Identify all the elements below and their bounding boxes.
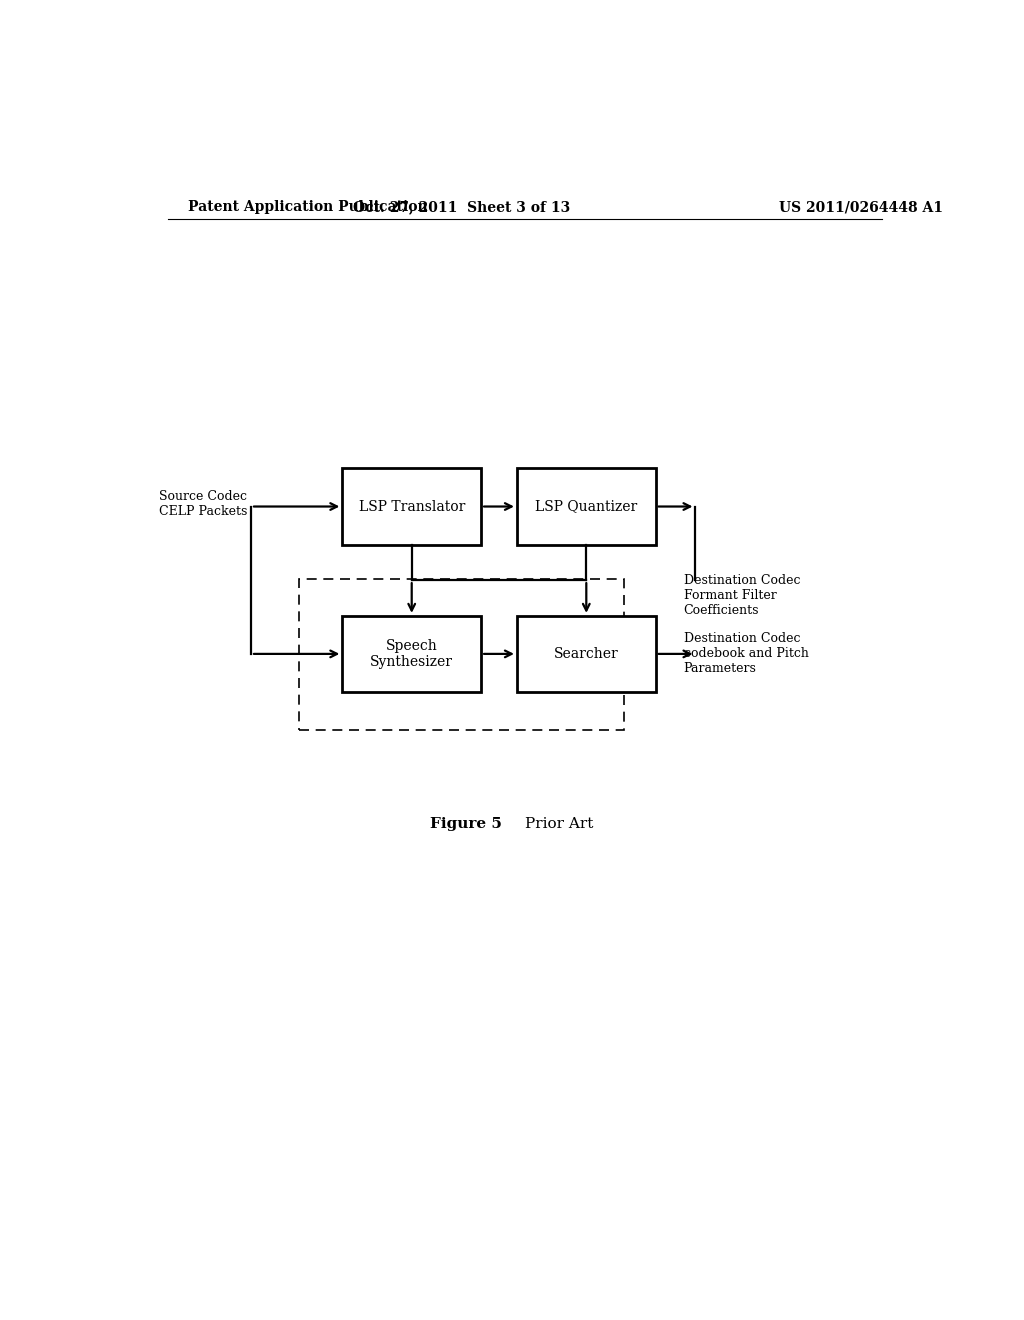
Text: US 2011/0264448 A1: US 2011/0264448 A1 bbox=[778, 201, 943, 214]
Bar bbox=[299, 579, 624, 730]
Text: Destination Codec
codebook and Pitch
Parameters: Destination Codec codebook and Pitch Par… bbox=[684, 632, 808, 675]
Text: LSP Quantizer: LSP Quantizer bbox=[536, 499, 637, 513]
Text: LSP Translator: LSP Translator bbox=[358, 499, 465, 513]
Text: Patent Application Publication: Patent Application Publication bbox=[187, 201, 427, 214]
Text: Oct. 27, 2011  Sheet 3 of 13: Oct. 27, 2011 Sheet 3 of 13 bbox=[352, 201, 570, 214]
Bar bbox=[342, 469, 481, 545]
Bar bbox=[517, 616, 655, 692]
Text: Destination Codec
Formant Filter
Coefficients: Destination Codec Formant Filter Coeffic… bbox=[684, 574, 800, 616]
Text: Speech
Synthesizer: Speech Synthesizer bbox=[371, 639, 454, 669]
Bar bbox=[517, 469, 655, 545]
Text: Figure 5: Figure 5 bbox=[430, 817, 502, 832]
Text: Source Codec
CELP Packets: Source Codec CELP Packets bbox=[159, 490, 247, 517]
Text: Searcher: Searcher bbox=[554, 647, 618, 661]
Bar bbox=[342, 616, 481, 692]
Text: Prior Art: Prior Art bbox=[524, 817, 593, 832]
